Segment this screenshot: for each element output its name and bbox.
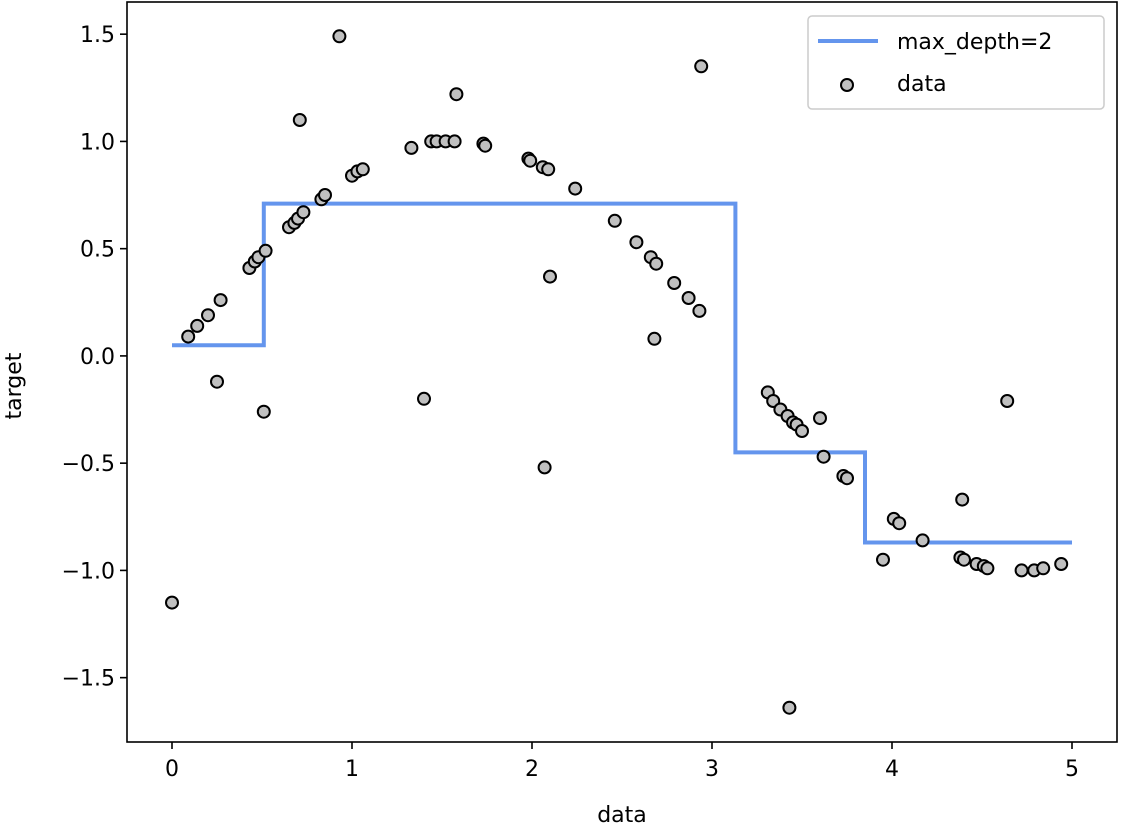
data-point [417,391,431,406]
data-point [629,235,644,250]
data-point [543,269,557,284]
data-point [332,29,347,44]
legend: max_depth=2 data [807,15,1105,110]
data-point [190,318,205,333]
y-axis: 1.5 1.0 0.5 0.0 −0.5 −1.0 −1.5 [62,23,127,692]
data-point [795,424,809,438]
data-point [1036,561,1051,576]
data-point [813,411,827,426]
plot-area [165,29,1072,715]
x-tick-label: 2 [525,757,539,782]
data-point [258,243,273,258]
legend-box [807,15,1105,110]
y-tick-label: −1.5 [62,667,115,692]
data-point [318,188,332,202]
y-tick-label: −0.5 [62,452,115,477]
data-point [955,492,970,507]
data-point [607,213,622,228]
data-point [915,533,930,548]
data-point [478,138,493,153]
x-tick-label: 1 [345,757,359,782]
data-point [1000,394,1015,408]
data-point [523,153,538,168]
data-point [256,404,271,419]
data-point [681,291,696,305]
data-point [541,162,556,177]
series-line-max-depth-2 [172,201,1072,545]
x-axis-label: data [597,803,647,828]
data-point [840,471,854,486]
data-point [876,552,890,567]
data-point [213,293,228,308]
y-tick-label: 0.0 [80,345,115,370]
data-point [782,700,797,715]
x-tick-label: 0 [165,757,179,782]
data-point [355,162,370,177]
data-point [447,134,462,149]
y-tick-label: 1.5 [80,23,115,48]
y-axis-label: target [2,352,27,419]
data-point [181,329,196,344]
data-point [201,308,215,323]
data-point [210,374,224,389]
data-point [957,552,971,567]
data-point [980,561,995,576]
data-point [449,87,464,102]
y-tick-label: −1.0 [62,559,115,584]
data-point [404,140,419,155]
data-point [568,181,583,196]
data-point [667,276,682,290]
data-point [892,516,907,531]
data-point [1014,563,1029,578]
data-point [165,595,179,610]
legend-marker-swatch [840,78,854,92]
data-point [292,113,307,127]
y-tick-label: 0.5 [80,238,115,263]
data-point [1054,557,1069,571]
data-point [816,449,831,464]
axes-frame [126,1,1118,743]
y-tick-label: 1.0 [80,130,115,155]
data-point [694,59,709,74]
data-point [649,256,664,271]
x-axis: 0 1 2 3 4 5 [165,742,1079,782]
data-point [647,331,662,346]
legend-label-data: data [897,72,947,97]
data-point [537,460,552,475]
data-point [296,205,311,220]
legend-label-line: max_depth=2 [897,30,1052,55]
x-tick-label: 5 [1065,757,1079,782]
data-point [692,303,707,318]
x-tick-label: 3 [705,757,719,782]
x-tick-label: 4 [885,757,899,782]
